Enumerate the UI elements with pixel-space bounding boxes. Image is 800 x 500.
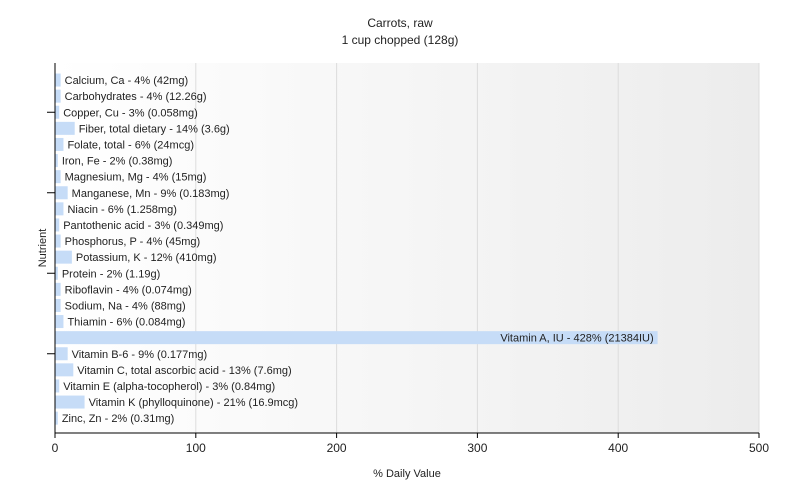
bar-label: Iron, Fe - 2% (0.38mg) (62, 156, 173, 168)
bar-label: Vitamin A, IU - 428% (21384IU) (500, 333, 653, 345)
bar (55, 105, 60, 119)
bar (55, 154, 58, 168)
bar-labels: Calcium, Ca - 4% (42mg) Carbohydrates - 4… (62, 75, 654, 425)
bar (55, 234, 61, 248)
bar-label: Protein - 2% (1.19g) (62, 268, 160, 280)
x-tick-label: 400 (608, 441, 628, 455)
bar-label: Phosphorus, P - 4% (45mg) (65, 236, 201, 248)
bar (55, 315, 64, 329)
bar (55, 379, 60, 393)
bars (55, 73, 658, 425)
bar-label: Vitamin K (phylloquinone) - 21% (16.9mcg… (89, 397, 299, 409)
bar-label: Pantothenic acid - 3% (0.349mg) (63, 220, 223, 232)
bar (55, 121, 75, 135)
bar-label: Vitamin E (alpha-tocopherol) - 3% (0.84m… (63, 381, 275, 393)
bar (55, 170, 61, 184)
bar-label: Vitamin B-6 - 9% (0.177mg) (72, 349, 208, 361)
bar (55, 347, 68, 361)
bar (55, 298, 61, 312)
bar (55, 411, 58, 425)
bar-label: Riboflavin - 4% (0.074mg) (65, 284, 192, 296)
chart-subtitle: 1 cup chopped (128g) (342, 33, 459, 47)
bar (55, 331, 658, 345)
bar (55, 363, 74, 377)
bar-label: Vitamin C, total ascorbic acid - 13% (7.… (77, 365, 291, 377)
bar-label: Sodium, Na - 4% (88mg) (65, 300, 186, 312)
bar (55, 186, 68, 200)
axes (47, 63, 760, 438)
bar-label: Copper, Cu - 3% (0.058mg) (63, 107, 198, 119)
grid-lines (195, 63, 760, 433)
x-tick-label: 300 (467, 441, 487, 455)
x-axis-label: % Daily Value (373, 468, 441, 480)
bar (55, 218, 60, 232)
bar (55, 202, 64, 216)
bar-label: Calcium, Ca - 4% (42mg) (65, 75, 188, 87)
bar (55, 89, 61, 103)
bar-label: Thiamin - 6% (0.084mg) (67, 317, 185, 329)
bar (55, 282, 61, 296)
y-axis-label: Nutrient (37, 229, 49, 268)
plot-area (55, 63, 759, 433)
bar-label: Carbohydrates - 4% (12.26g) (65, 91, 207, 103)
bar-label: Potassium, K - 12% (410mg) (76, 252, 217, 264)
bar-label: Fiber, total dietary - 14% (3.6g) (79, 123, 230, 135)
x-tick-label: 100 (186, 441, 206, 455)
bar (55, 73, 61, 87)
x-tick-labels: 0 100 200 300 400 500 (52, 441, 770, 455)
bar-label: Magnesium, Mg - 4% (15mg) (65, 172, 207, 184)
bar (55, 266, 58, 280)
x-tick-label: 200 (327, 441, 347, 455)
x-tick-label: 0 (52, 441, 59, 455)
bar (55, 137, 64, 151)
bar (55, 395, 85, 409)
bar-label: Zinc, Zn - 2% (0.31mg) (62, 413, 174, 425)
bar-label: Manganese, Mn - 9% (0.183mg) (72, 188, 230, 200)
bar (55, 250, 72, 264)
bar-label: Folate, total - 6% (24mcg) (67, 139, 194, 151)
bar-label: Niacin - 6% (1.258mg) (67, 204, 176, 216)
x-tick-label: 500 (749, 441, 769, 455)
chart-title: Carrots, raw (367, 16, 433, 30)
